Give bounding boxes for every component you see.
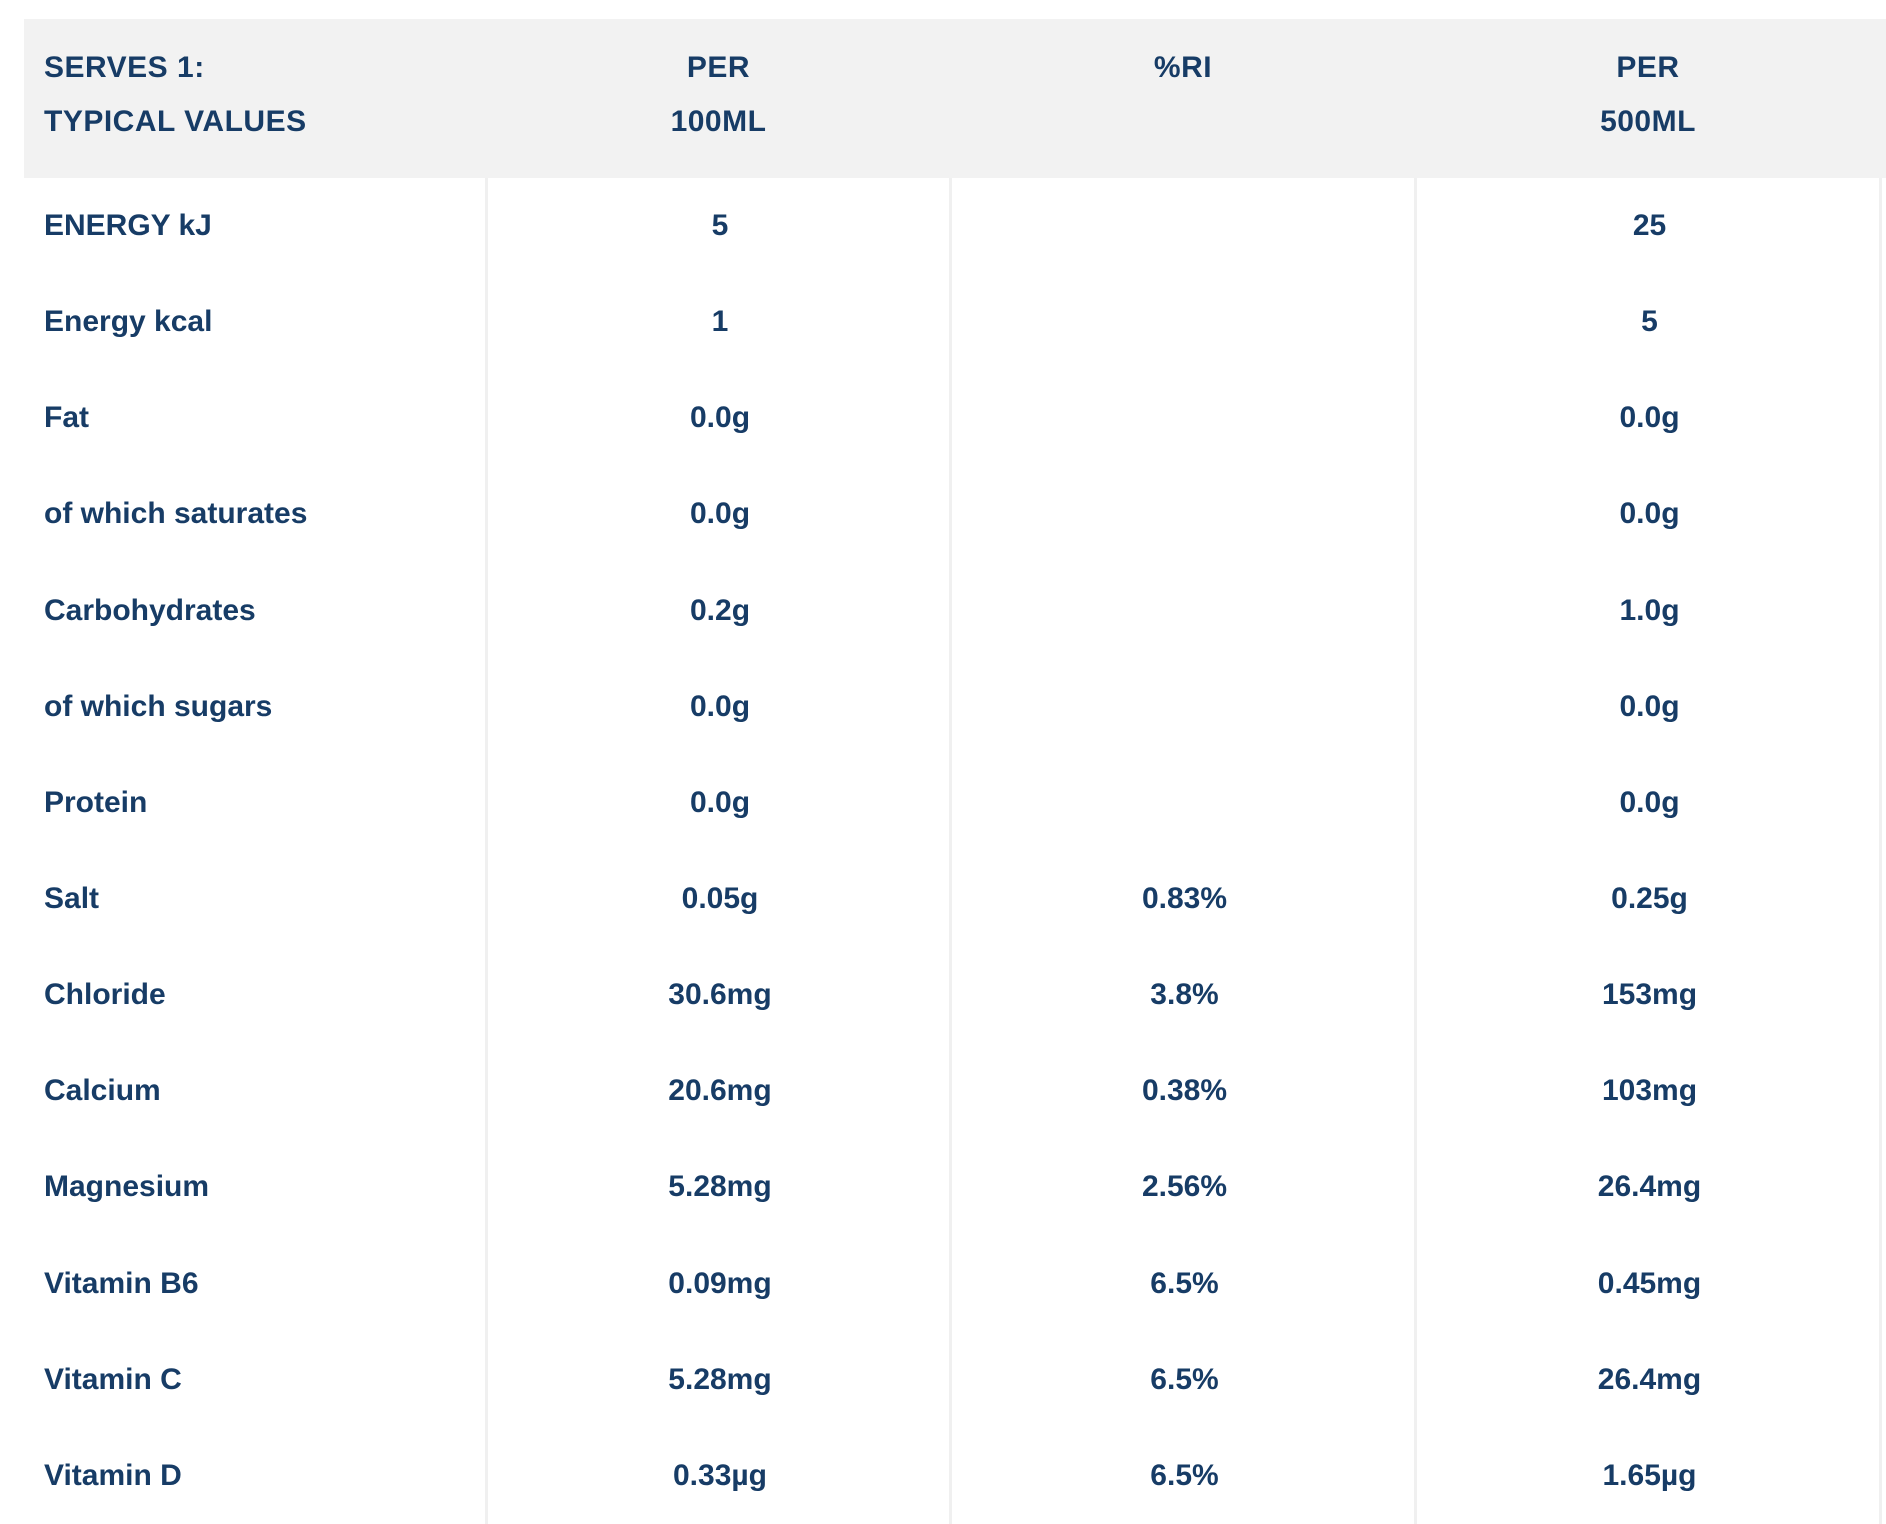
per-100ml-value: 20.6mg — [668, 1074, 772, 1108]
table-row: of which sugars 0.0g 0.0g — [0, 659, 1886, 755]
header-per-100ml-line1: PER — [686, 51, 751, 84]
table-row: Energy kcal 1 5 — [0, 274, 1886, 370]
row-label: Vitamin B6 — [44, 1266, 199, 1300]
header-ri: %RI — [952, 19, 1414, 178]
row-label: Vitamin D — [44, 1458, 182, 1492]
header-per-500ml-line1: PER — [1616, 51, 1680, 84]
per-100ml-value: 0.05g — [681, 882, 759, 916]
table-row: of which saturates 0.0g 0.0g — [0, 466, 1886, 562]
row-label: Energy kcal — [44, 305, 213, 339]
row-label: Fat — [44, 401, 89, 435]
row-label: of which sugars — [44, 689, 273, 723]
ri-value: 6.5% — [1150, 1362, 1219, 1396]
row-label: Magnesium — [44, 1170, 210, 1204]
per-500ml-value: 5 — [1641, 305, 1658, 339]
per-100ml-value: 30.6mg — [668, 978, 772, 1012]
per-500ml-value: 0.0g — [1619, 689, 1680, 723]
row-label: Protein — [44, 785, 148, 819]
column-divider — [485, 178, 488, 1524]
per-500ml-value: 153mg — [1601, 978, 1698, 1012]
row-label: Carbohydrates — [44, 593, 256, 627]
per-100ml-value: 0.09mg — [668, 1266, 772, 1300]
row-label: of which saturates — [44, 497, 308, 531]
per-100ml-value: 0.2g — [689, 593, 751, 627]
ri-value: 6.5% — [1150, 1458, 1219, 1492]
table-row: Chloride 30.6mg 3.8% 153mg — [0, 947, 1886, 1043]
row-label: Salt — [44, 882, 100, 916]
per-500ml-value: 26.4mg — [1597, 1362, 1702, 1396]
per-500ml-value: 0.25g — [1611, 882, 1688, 916]
table-row: Vitamin D 0.33µg 6.5% 1.65µg — [0, 1428, 1886, 1524]
column-divider — [949, 178, 952, 1524]
header-per-500ml: PER 500ML — [1417, 19, 1879, 178]
per-100ml-value: 5 — [711, 209, 729, 243]
table-header: SERVES 1: TYPICAL VALUES PER 100ML %RI P… — [24, 19, 1886, 178]
table-row: ENERGY kJ 5 25 — [0, 178, 1886, 274]
ri-value: 2.56% — [1141, 1170, 1228, 1204]
per-500ml-value: 1.0g — [1619, 593, 1680, 627]
per-500ml-value: 0.0g — [1619, 785, 1680, 819]
per-100ml-value: 0.0g — [689, 401, 751, 435]
per-100ml-value: 0.33µg — [673, 1458, 767, 1492]
ri-value: 0.83% — [1141, 882, 1228, 916]
table-row: Fat 0.0g 0.0g — [0, 370, 1886, 466]
header-per-100ml-line2: 100ML — [670, 105, 767, 138]
ri-value: 3.8% — [1150, 978, 1219, 1012]
per-500ml-value: 26.4mg — [1597, 1170, 1702, 1204]
table-row: Magnesium 5.28mg 2.56% 26.4mg — [0, 1139, 1886, 1235]
per-100ml-value: 5.28mg — [668, 1362, 772, 1396]
per-100ml-value: 0.0g — [689, 689, 751, 723]
per-500ml-value: 0.0g — [1619, 401, 1680, 435]
per-500ml-value: 0.0g — [1619, 497, 1680, 531]
column-divider — [1414, 178, 1417, 1524]
header-typical-values-line: TYPICAL VALUES — [44, 105, 307, 138]
header-per-100ml: PER 100ML — [488, 19, 949, 178]
per-100ml-value: 0.0g — [689, 785, 751, 819]
row-label: Vitamin C — [44, 1362, 182, 1396]
table-row: Salt 0.05g 0.83% 0.25g — [0, 851, 1886, 947]
table-body: ENERGY kJ 5 25 Energy kcal 1 5 Fat 0.0g … — [0, 178, 1886, 1524]
header-serves-line: SERVES 1: — [44, 51, 205, 84]
ri-value: 0.38% — [1141, 1074, 1228, 1108]
row-label: Calcium — [44, 1074, 161, 1108]
row-label: ENERGY kJ — [44, 209, 212, 243]
table-row: Vitamin B6 0.09mg 6.5% 0.45mg — [0, 1236, 1886, 1332]
column-divider — [1879, 178, 1882, 1524]
row-label: Chloride — [44, 978, 166, 1012]
per-500ml-value: 25 — [1632, 209, 1667, 243]
per-500ml-value: 0.45mg — [1597, 1266, 1702, 1300]
per-100ml-value: 5.28mg — [668, 1170, 772, 1204]
ri-value: 6.5% — [1150, 1266, 1219, 1300]
table-row: Calcium 20.6mg 0.38% 103mg — [0, 1043, 1886, 1139]
table-row: Protein 0.0g 0.0g — [0, 755, 1886, 851]
header-per-500ml-line2: 500ML — [1600, 105, 1696, 138]
header-ri-line1: %RI — [1153, 51, 1213, 84]
header-typical-values: SERVES 1: TYPICAL VALUES — [44, 19, 484, 178]
per-500ml-value: 1.65µg — [1602, 1458, 1697, 1492]
per-100ml-value: 1 — [711, 305, 729, 339]
per-100ml-value: 0.0g — [689, 497, 751, 531]
table-row: Carbohydrates 0.2g 1.0g — [0, 563, 1886, 659]
per-500ml-value: 103mg — [1601, 1074, 1698, 1108]
table-row: Vitamin C 5.28mg 6.5% 26.4mg — [0, 1332, 1886, 1428]
